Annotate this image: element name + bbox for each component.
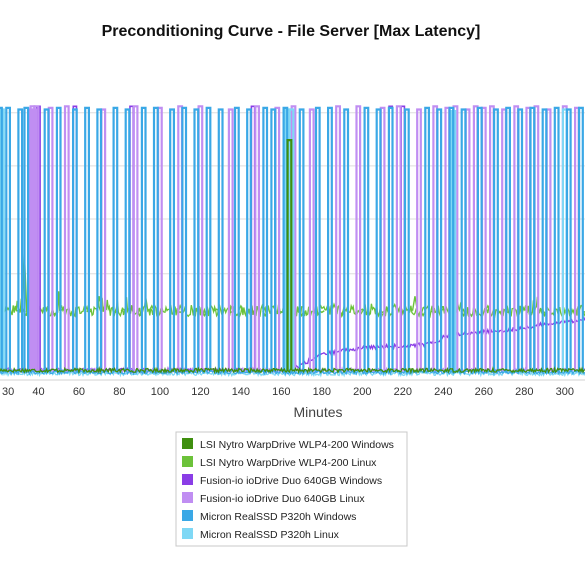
x-tick-label-60: 60	[73, 386, 85, 398]
x-tick-label-160: 160	[272, 386, 290, 398]
series-4-spike-0	[0, 106, 3, 372]
series-3-spike-12	[254, 105, 260, 371]
series-4-spike-16	[205, 106, 212, 372]
legend-label-5: Micron RealSSD P320h Linux	[200, 529, 340, 541]
series-4-spike-40	[541, 108, 548, 372]
x-tick-label-280: 280	[515, 386, 533, 398]
series-4-spike-5	[55, 106, 62, 372]
series-3-spike-17	[355, 105, 362, 371]
series-4-spike-31	[424, 106, 430, 372]
legend-label-4: Micron RealSSD P320h Windows	[200, 511, 356, 523]
series-4-spike-24	[314, 106, 321, 372]
series-3-spike-11	[227, 108, 234, 371]
series-4-spike-9	[112, 106, 119, 372]
series-0	[0, 139, 585, 375]
legend-box	[175, 431, 408, 547]
series-3-spike-19	[395, 105, 402, 371]
series-3-spike-7	[132, 105, 139, 371]
x-axis-label: Minutes	[293, 404, 342, 420]
series-3-spike-20	[416, 108, 422, 371]
series-layer	[0, 105, 585, 378]
x-tick-label-30: 30	[2, 386, 14, 398]
series-4-spike-2	[17, 108, 24, 372]
series-0-spike-0	[286, 139, 293, 371]
x-tick-label-100: 100	[151, 386, 169, 398]
x-tick-label-300: 300	[556, 386, 574, 398]
legend-swatch-1	[182, 456, 193, 467]
series-4-spike-38	[517, 108, 524, 372]
series-4-spike-25	[327, 106, 333, 372]
x-tick-label-260: 260	[475, 386, 493, 398]
series-4-spike-43	[578, 106, 584, 372]
series-4-spike-6	[72, 108, 78, 372]
series-3-spike-16	[335, 105, 341, 371]
x-tick-label-120: 120	[191, 386, 209, 398]
series-4-spike-14	[181, 106, 188, 372]
series-4-spike-20	[262, 106, 269, 372]
series-4-spike-10	[124, 108, 131, 372]
series-4-spike-37	[505, 106, 511, 372]
series-4-spike-30	[403, 108, 410, 372]
legend-label-1: LSI Nytro WarpDrive WLP4-200 Linux	[200, 457, 377, 469]
series-4-spike-11	[140, 106, 147, 372]
series-4-spike-26	[343, 108, 350, 372]
series-4-spike-17	[217, 108, 224, 372]
series-0-line	[0, 366, 585, 375]
legend-swatch-0	[182, 438, 193, 449]
series-4-spike-42	[565, 108, 572, 372]
series-4-spike-1	[5, 106, 11, 372]
series-3-spike-5	[63, 105, 70, 371]
series-4-spike-8	[96, 108, 103, 372]
legend-swatch-3	[182, 492, 193, 503]
x-tick-label-240: 240	[434, 386, 452, 398]
series-3-spike-3	[33, 105, 40, 371]
x-tick-label-220: 220	[394, 386, 412, 398]
x-tick-label-200: 200	[353, 386, 371, 398]
series-4-spike-12	[152, 106, 159, 372]
x-tick-label-80: 80	[113, 386, 125, 398]
legend: LSI Nytro WarpDrive WLP4-200 Windows LSI …	[175, 431, 408, 547]
series-4-spike-32	[436, 108, 443, 372]
series-4-spike-39	[529, 106, 536, 372]
series-4-spike-29	[387, 106, 394, 372]
x-tick-labels: 40 60 80 100 120 140 160 180 200 220 240 260 280 300 3…	[2, 386, 574, 398]
series-4-spike-35	[476, 106, 483, 372]
series-4-spike-18	[233, 106, 240, 372]
series-4-spike-7	[84, 106, 90, 372]
series-4-spike-15	[193, 108, 200, 372]
series-3-spike-15	[308, 108, 315, 371]
x-tick-label-140: 140	[232, 386, 250, 398]
series-4-spike-33	[448, 106, 455, 372]
series-4-spike-3	[23, 106, 30, 372]
series-4-spike-19	[246, 108, 252, 372]
legend-swatch-2	[182, 474, 193, 485]
legend-label-0: LSI Nytro WarpDrive WLP4-200 Windows	[200, 439, 394, 451]
series-4-spike-36	[493, 108, 499, 372]
chart-title: Preconditioning Curve - File Server [Max…	[102, 23, 481, 40]
legend-swatch-4	[182, 510, 193, 521]
series-4-spike-13	[169, 108, 175, 372]
x-tick-label-40: 40	[32, 386, 44, 398]
legend-label-3: Fusion-io ioDrive Duo 640GB Linux	[200, 493, 365, 505]
series-5-spike-3	[288, 108, 295, 374]
series-4-spike-34	[460, 108, 467, 372]
legend-swatch-5	[182, 528, 193, 539]
series-4-spike-21	[270, 108, 277, 372]
legend-label-2: Fusion-io ioDrive Duo 640GB Windows	[200, 475, 382, 487]
series-4-spike-28	[375, 108, 382, 372]
series-4-spike-4	[43, 108, 50, 372]
x-tick-label-180: 180	[313, 386, 331, 398]
series-4-spike-27	[363, 106, 370, 372]
series-4-spike-41	[553, 106, 560, 372]
series-4-spike-23	[298, 108, 305, 372]
